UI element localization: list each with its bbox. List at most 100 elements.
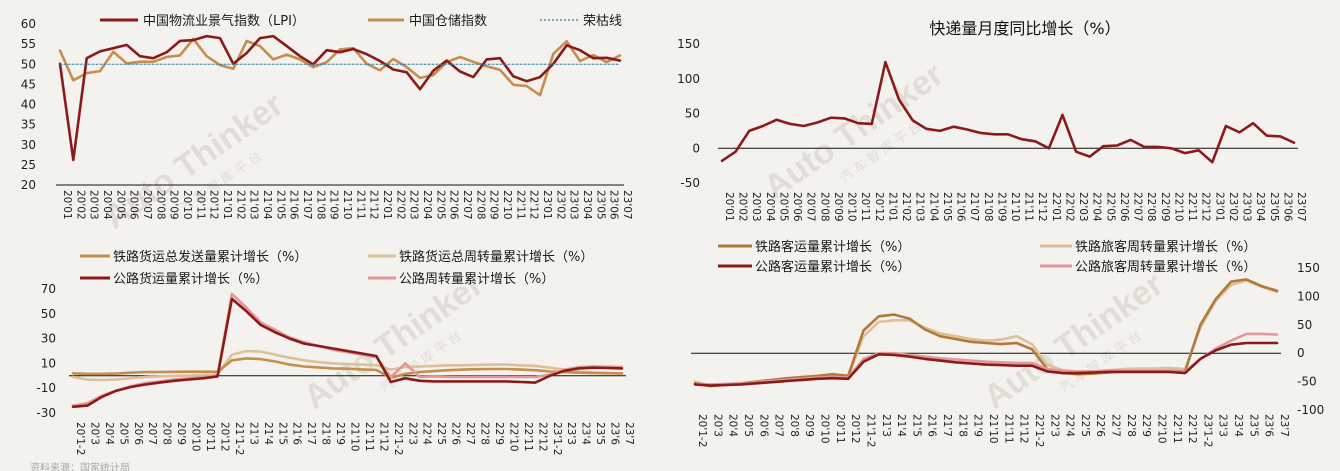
legend-rail-freight-turnover: 铁路货运总周转量累计增长（%） <box>399 249 593 265</box>
x-tick-label: 21'01 <box>221 190 233 220</box>
x-tick-label: 22'7 <box>464 422 476 445</box>
x-tick-label: 22'11 <box>1171 414 1183 444</box>
x-tick-label: 22'07 <box>1132 192 1144 222</box>
x-tick-label: 20'8 <box>788 414 800 437</box>
x-tick-label: 21'05 <box>941 192 953 222</box>
x-tick-label: 21'10 <box>1009 192 1021 222</box>
x-tick-label: 21'5 <box>276 422 288 445</box>
x-tick-label: 21'02 <box>900 192 912 222</box>
x-tick-label: 21'04 <box>927 192 939 222</box>
x-tick-label: 22'08 <box>1145 192 1157 222</box>
x-tick-label: 21'08 <box>314 190 326 220</box>
y-tick-label: 55 <box>21 37 36 51</box>
x-tick-label: 20'04 <box>764 192 776 222</box>
y-tick-label: 60 <box>21 17 36 31</box>
y-tick-label: -100 <box>1297 403 1324 417</box>
x-tick-label: 21'10 <box>341 190 353 220</box>
x-tick-label: 21'12 <box>1018 414 1030 444</box>
x-tick-label: 22'6 <box>1094 414 1106 437</box>
legend-road-passenger-turnover: 公路旅客周转量累计增长（%） <box>1075 259 1256 275</box>
x-tick-label: 20'9 <box>175 422 187 445</box>
x-tick-label: 22'08 <box>474 190 486 220</box>
x-tick-label: 20'01 <box>61 190 73 220</box>
x-tick-label: 20'08 <box>154 190 166 220</box>
footnote: 资料来源：国家统计局 <box>30 461 130 471</box>
x-tick-label: 20'12 <box>218 422 230 452</box>
legend-lpi: 中国物流业景气指数（LPI） <box>143 13 305 29</box>
x-tick-label: 22'3 <box>406 422 418 445</box>
x-tick-label: 22'9 <box>1140 414 1152 437</box>
x-tick-label: 21'9 <box>972 414 984 437</box>
x-tick-label: 22'05 <box>1104 192 1116 222</box>
x-tick-label: 23'6 <box>1263 414 1275 437</box>
x-tick-label: 22'3 <box>1048 414 1060 437</box>
x-tick-label: 22'01 <box>1050 192 1062 222</box>
x-tick-label: 21'11 <box>354 190 366 220</box>
legend-rail-passenger-volume: 铁路客运量累计增长（%） <box>755 239 910 255</box>
x-tick-label: 22'10 <box>1155 414 1167 444</box>
x-tick-label: 21'1-2 <box>233 422 245 455</box>
x-tick-label: 20'09 <box>168 190 180 220</box>
x-tick-label: 21'4 <box>262 422 274 445</box>
x-tick-label: 22'02 <box>394 190 406 220</box>
express-title: 快递量月度同比增长（%） <box>929 19 1120 38</box>
x-tick-label: 21'10 <box>349 422 361 452</box>
x-tick-label: 21'12 <box>377 422 389 452</box>
x-tick-label: 21'09 <box>995 192 1007 222</box>
x-tick-label: 22'06 <box>1118 192 1130 222</box>
y-tick-label: 70 <box>41 282 56 296</box>
legend-line50: 荣枯线 <box>583 14 622 29</box>
lpi-legend: 中国物流业景气指数（LPI） 中国仓储指数 荣枯线 <box>100 13 622 29</box>
x-tick-label: 22'6 <box>450 422 462 445</box>
x-tick-label: 23'01 <box>541 190 553 220</box>
x-tick-label: 21'11 <box>363 422 375 452</box>
x-tick-label: 21'01 <box>886 192 898 222</box>
x-tick-label: 20'07 <box>805 192 817 222</box>
x-tick-label: 21'10 <box>987 414 999 444</box>
x-tick-label: 23'6 <box>609 422 621 445</box>
legend-road-freight-volume: 公路货运量累计增长（%） <box>113 271 268 287</box>
x-tick-label: 22'5 <box>435 422 447 445</box>
y-tick-label: 50 <box>685 107 700 121</box>
x-tick-label: 20'05 <box>114 190 126 220</box>
x-tick-label: 20'8 <box>161 422 173 445</box>
x-tick-label: 20'06 <box>791 192 803 222</box>
x-tick-label: 23'3 <box>565 422 577 445</box>
x-tick-label: 21'9 <box>334 422 346 445</box>
x-tick-label: 22'02 <box>1063 192 1075 222</box>
x-tick-label: 21'6 <box>926 414 938 437</box>
x-tick-label: 20'03 <box>750 192 762 222</box>
x-tick-label: 23'05 <box>1268 192 1280 222</box>
x-tick-label: 21'11 <box>1002 414 1014 444</box>
x-tick-label: 21'7 <box>305 422 317 445</box>
y-tick-label: -30 <box>36 406 56 420</box>
x-tick-label: 22'12 <box>528 190 540 220</box>
x-tick-label: 23'7 <box>623 422 635 445</box>
x-tick-label: 22'11 <box>514 190 526 220</box>
y-tick-label: 50 <box>21 57 36 71</box>
x-tick-label: 23'3 <box>1217 414 1229 437</box>
x-tick-label: 22'8 <box>479 422 491 445</box>
x-tick-label: 22'4 <box>1064 414 1076 437</box>
series-road-passenger-volume <box>693 341 1279 387</box>
x-tick-label: 21'04 <box>261 190 273 220</box>
y-tick-label: 50 <box>41 307 56 321</box>
x-tick-label: 21'07 <box>301 190 313 220</box>
x-tick-label: 20'12 <box>849 414 861 444</box>
x-tick-label: 22'10 <box>501 190 513 220</box>
x-tick-label: 20'02 <box>74 190 86 220</box>
x-tick-label: 21'8 <box>956 414 968 437</box>
y-tick-label: 50 <box>1297 318 1312 332</box>
y-tick-label: 100 <box>677 72 700 86</box>
x-tick-label: 23'5 <box>1247 414 1259 437</box>
x-tick-label: 23'03 <box>1241 192 1253 222</box>
x-tick-label: 20'11 <box>194 190 206 220</box>
y-tick-label: 100 <box>1297 289 1320 303</box>
x-tick-label: 20'10 <box>846 192 858 222</box>
x-tick-label: 21'03 <box>914 192 926 222</box>
series-express-yoy <box>720 60 1296 164</box>
x-tick-label: 21'5 <box>910 414 922 437</box>
x-tick-label: 20'01 <box>723 192 735 222</box>
x-tick-label: 22'12 <box>536 422 548 452</box>
